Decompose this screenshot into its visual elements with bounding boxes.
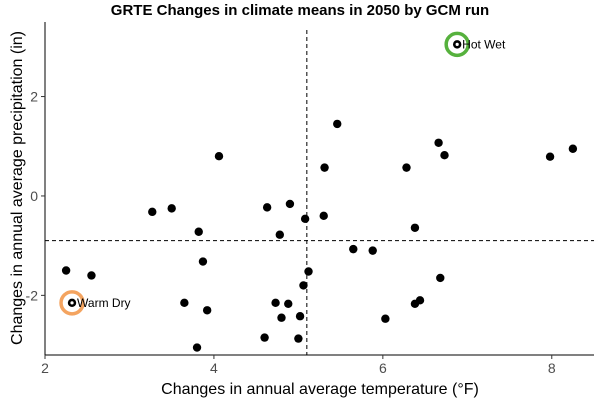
data-point xyxy=(285,199,295,209)
highlight-label: Hot Wet xyxy=(462,37,506,51)
data-point xyxy=(545,152,555,161)
data-point xyxy=(434,138,443,147)
data-point xyxy=(415,296,425,305)
data-point xyxy=(402,163,411,172)
data-point xyxy=(198,257,208,266)
x-tick-label: 8 xyxy=(548,360,556,376)
data-point xyxy=(87,271,96,280)
x-tick-label: 4 xyxy=(210,360,218,376)
x-tick-label: 6 xyxy=(379,360,387,376)
data-point xyxy=(194,227,203,236)
data-point xyxy=(368,246,377,255)
data-point xyxy=(568,144,578,153)
data-point xyxy=(260,333,269,342)
data-point xyxy=(349,244,358,254)
data-point xyxy=(295,312,305,321)
data-point xyxy=(148,207,157,217)
data-point xyxy=(304,267,313,276)
data-point xyxy=(192,343,202,352)
plot-area: 2 4 6 8 -2 0 2 Warm Dry Hot Wet xyxy=(26,22,594,376)
x-tick-label: 2 xyxy=(41,360,49,376)
y-axis-label: Changes in annual average precipitation … xyxy=(9,31,26,345)
data-point xyxy=(440,151,449,160)
data-point xyxy=(180,298,189,308)
highlight-point-center xyxy=(455,42,459,46)
data-point xyxy=(214,151,224,161)
data-point xyxy=(436,273,445,283)
data-point xyxy=(284,299,293,309)
highlight-label: Warm Dry xyxy=(77,296,131,310)
data-point xyxy=(271,298,280,308)
data-point xyxy=(410,223,420,232)
y-tick-label: -2 xyxy=(26,287,39,303)
data-point xyxy=(319,211,328,221)
data-point xyxy=(320,163,329,172)
data-point xyxy=(275,230,285,239)
data-point xyxy=(262,203,272,212)
x-axis-label: Changes in annual average temperature (°… xyxy=(161,381,479,398)
data-point xyxy=(202,306,212,315)
y-tick-label: 0 xyxy=(30,188,38,204)
highlight-ring xyxy=(59,290,85,316)
highlight-ring xyxy=(444,31,470,58)
data-point xyxy=(300,214,310,224)
data-point xyxy=(299,281,308,290)
chart-title: GRTE Changes in climate means in 2050 by… xyxy=(111,2,489,19)
data-point xyxy=(61,266,71,275)
data-point xyxy=(277,313,286,322)
data-point xyxy=(333,119,342,129)
y-tick-label: 2 xyxy=(30,89,38,105)
data-point xyxy=(381,314,390,323)
data-point xyxy=(294,334,303,343)
data-point xyxy=(167,204,176,213)
highlight-point-center xyxy=(70,301,74,305)
